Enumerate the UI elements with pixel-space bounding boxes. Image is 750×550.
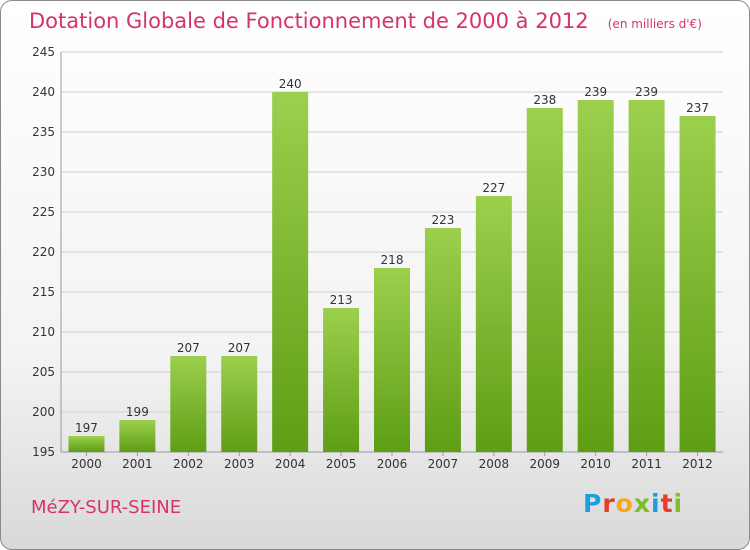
x-tick-label: 2008 xyxy=(479,457,510,471)
logo-letter: o xyxy=(615,489,634,518)
x-tick-label: 2000 xyxy=(71,457,102,471)
data-label: 207 xyxy=(228,341,251,355)
data-label: 223 xyxy=(431,213,454,227)
bar xyxy=(526,108,563,452)
y-tick-label: 200 xyxy=(32,405,55,419)
logo-letter: x xyxy=(633,489,651,518)
y-tick-label: 215 xyxy=(32,285,55,299)
logo-letter: r xyxy=(602,489,616,518)
logo-letter: t xyxy=(660,489,674,518)
data-label: 218 xyxy=(381,253,404,267)
data-label: 239 xyxy=(584,85,607,99)
data-label: 238 xyxy=(533,93,556,107)
y-tick-label: 230 xyxy=(32,165,55,179)
y-tick-label: 240 xyxy=(32,85,55,99)
x-tick-label: 2003 xyxy=(224,457,255,471)
bar xyxy=(221,356,258,452)
city-name: MéZY-SUR-SEINE xyxy=(31,497,182,518)
x-tick-label: 2006 xyxy=(377,457,408,471)
logo-letter: i xyxy=(673,489,684,518)
bar xyxy=(68,436,105,452)
y-tick-label: 220 xyxy=(32,245,55,259)
x-tick-label: 2007 xyxy=(428,457,459,471)
data-label: 199 xyxy=(126,405,149,419)
x-tick-label: 2004 xyxy=(275,457,306,471)
y-tick-label: 195 xyxy=(32,445,55,459)
proxiti-logo: Proxiti xyxy=(583,489,683,518)
bar xyxy=(170,356,207,452)
bar xyxy=(475,196,512,452)
labels: 195 200 205 210 215 220 225 230 235 240 245 197 2000… xyxy=(32,45,713,471)
bar xyxy=(272,92,309,452)
x-tick-label: 2010 xyxy=(580,457,611,471)
y-tick-label: 235 xyxy=(32,125,55,139)
bar xyxy=(628,100,665,452)
y-tick-label: 205 xyxy=(32,365,55,379)
data-label: 207 xyxy=(177,341,200,355)
data-label: 213 xyxy=(330,293,353,307)
x-tick-label: 2011 xyxy=(631,457,662,471)
bar xyxy=(374,268,410,452)
x-tick-label: 2002 xyxy=(173,457,204,471)
x-tick-label: 2005 xyxy=(326,457,357,471)
bar xyxy=(424,228,461,452)
bar xyxy=(577,100,614,452)
y-tick-label: 245 xyxy=(32,45,55,59)
y-tick-label: 210 xyxy=(32,325,55,339)
data-label: 240 xyxy=(279,77,302,91)
bars xyxy=(68,92,716,452)
logo-letter: P xyxy=(583,489,603,518)
bar xyxy=(119,420,156,452)
data-label: 197 xyxy=(75,421,98,435)
title-row: Dotation Globale de Fonctionnement de 20… xyxy=(29,9,702,33)
chart-unit: (en milliers d'€) xyxy=(607,17,702,31)
bar xyxy=(323,308,360,452)
y-tick-label: 225 xyxy=(32,205,55,219)
logo-letter: i xyxy=(651,489,661,518)
bar xyxy=(679,116,716,452)
x-tick-label: 2009 xyxy=(529,457,560,471)
data-label: 239 xyxy=(635,85,658,99)
data-label: 237 xyxy=(686,101,709,115)
chart-title: Dotation Globale de Fonctionnement de 20… xyxy=(29,9,589,33)
x-tick-label: 2012 xyxy=(682,457,713,471)
x-tick-label: 2001 xyxy=(122,457,153,471)
data-label: 227 xyxy=(482,181,505,195)
